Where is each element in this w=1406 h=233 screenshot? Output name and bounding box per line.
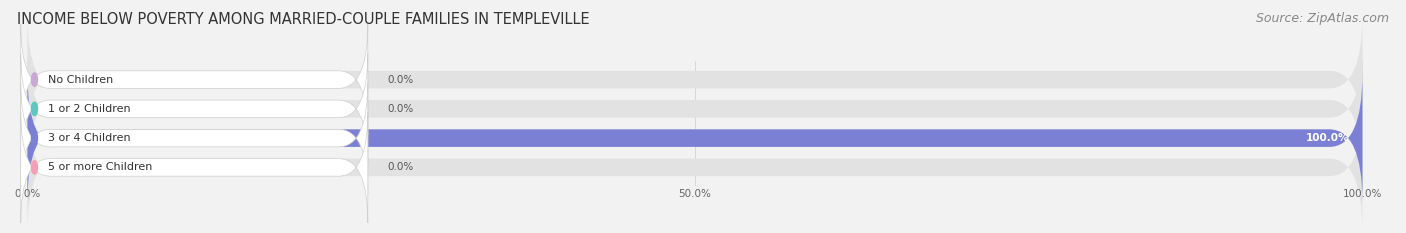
Text: 1 or 2 Children: 1 or 2 Children xyxy=(48,104,131,114)
FancyBboxPatch shape xyxy=(21,112,368,223)
Text: Source: ZipAtlas.com: Source: ZipAtlas.com xyxy=(1256,12,1389,25)
FancyBboxPatch shape xyxy=(21,82,368,194)
Circle shape xyxy=(31,131,38,145)
FancyBboxPatch shape xyxy=(27,74,1362,202)
Text: No Children: No Children xyxy=(48,75,114,85)
Circle shape xyxy=(31,161,38,174)
Text: 0.0%: 0.0% xyxy=(388,104,415,114)
Text: 5 or more Children: 5 or more Children xyxy=(48,162,153,172)
Text: 0.0%: 0.0% xyxy=(388,162,415,172)
Text: 100.0%: 100.0% xyxy=(1306,133,1350,143)
Circle shape xyxy=(31,73,38,86)
Text: 0.0%: 0.0% xyxy=(388,75,415,85)
FancyBboxPatch shape xyxy=(27,15,1362,144)
Text: INCOME BELOW POVERTY AMONG MARRIED-COUPLE FAMILIES IN TEMPLEVILLE: INCOME BELOW POVERTY AMONG MARRIED-COUPL… xyxy=(17,12,589,27)
FancyBboxPatch shape xyxy=(21,24,368,135)
Text: 3 or 4 Children: 3 or 4 Children xyxy=(48,133,131,143)
FancyBboxPatch shape xyxy=(21,53,368,164)
FancyBboxPatch shape xyxy=(27,103,1362,232)
Circle shape xyxy=(31,102,38,116)
FancyBboxPatch shape xyxy=(27,74,1362,202)
FancyBboxPatch shape xyxy=(27,45,1362,173)
